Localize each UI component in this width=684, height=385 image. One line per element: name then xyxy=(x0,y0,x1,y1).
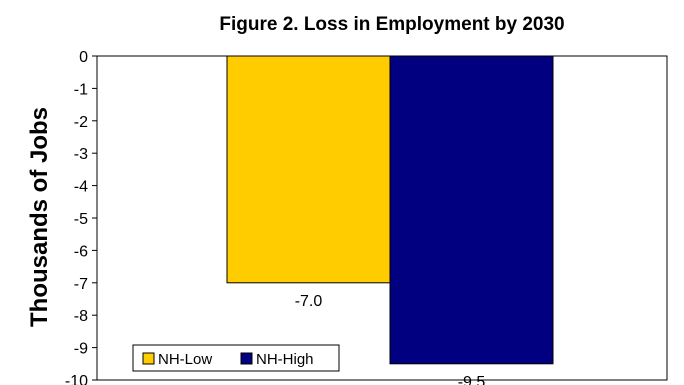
data-label-nh-high: -9.5 xyxy=(458,374,486,385)
legend: NH-Low NH-High xyxy=(132,344,340,372)
y-tick-label: -2 xyxy=(74,114,88,131)
y-tick-label: -5 xyxy=(74,211,88,228)
y-tick-label: -3 xyxy=(74,146,88,163)
y-axis-ticks: 0 -1 -2 -3 -4 -5 -6 -7 -8 -9 -10 xyxy=(65,49,97,385)
y-tick-label: -6 xyxy=(74,243,88,260)
chart-title: Figure 2. Loss in Employment by 2030 xyxy=(219,14,564,35)
legend-label-nh-high: NH-High xyxy=(256,351,314,368)
legend-box xyxy=(132,344,340,372)
bar-nh-low xyxy=(226,55,391,284)
y-tick-label: -1 xyxy=(74,81,88,98)
y-tick-label: -8 xyxy=(74,308,88,325)
data-label-nh-low: -7.0 xyxy=(295,293,323,310)
legend-swatch-nh-low xyxy=(142,352,155,365)
y-tick-label: 0 xyxy=(79,49,88,66)
y-axis-label: Thousands of Jobs xyxy=(26,107,53,327)
bar-nh-high xyxy=(389,55,554,365)
y-tick-label: -4 xyxy=(74,179,88,196)
y-tick-label: -9 xyxy=(74,341,88,358)
y-tick-label: -10 xyxy=(65,373,88,385)
y-tick-label: -7 xyxy=(74,276,88,293)
bars xyxy=(226,55,554,365)
legend-swatch-nh-high xyxy=(240,352,253,365)
data-labels: -7.0 -9.5 xyxy=(295,293,486,385)
legend-label-nh-low: NH-Low xyxy=(158,351,212,368)
